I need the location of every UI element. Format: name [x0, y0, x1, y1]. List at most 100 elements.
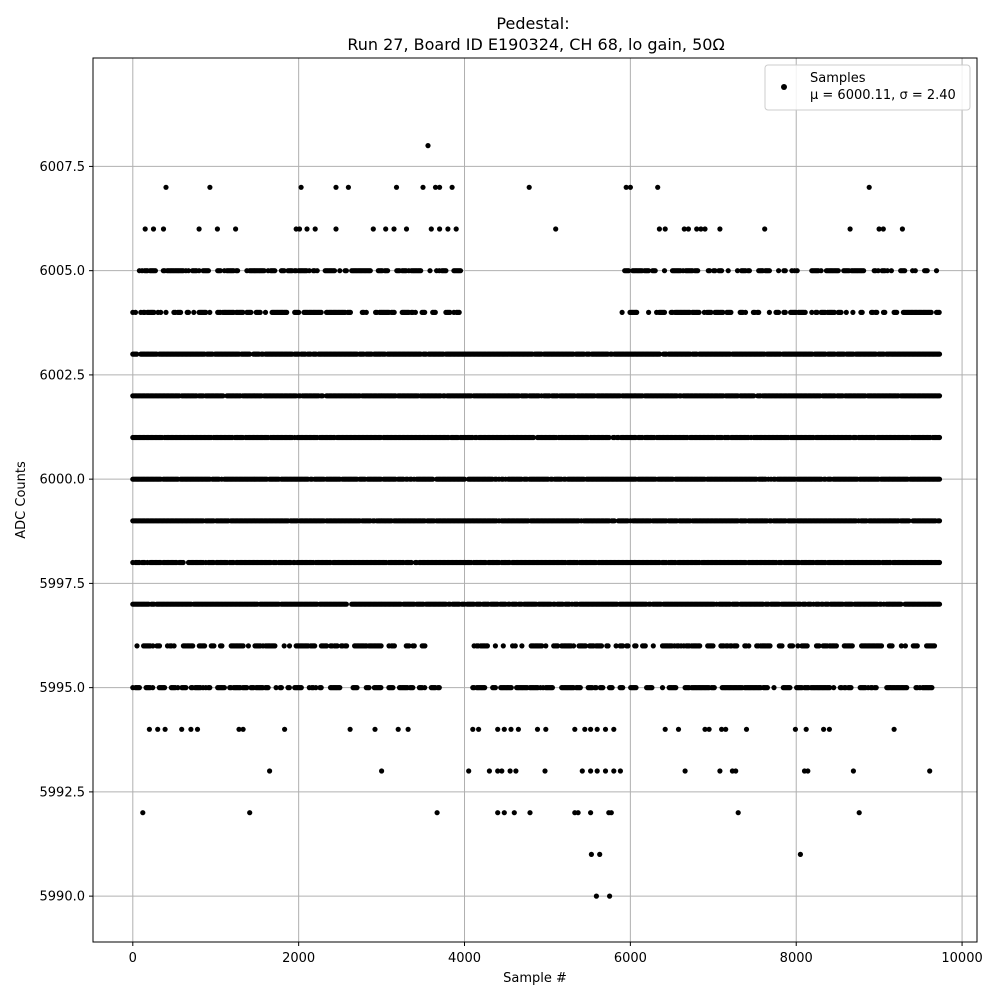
data-point [354, 685, 360, 691]
data-point [756, 309, 762, 315]
data-point [936, 601, 943, 607]
data-point [312, 643, 318, 649]
data-point [183, 685, 189, 691]
data-point [156, 643, 163, 649]
data-point [746, 643, 752, 649]
data-point [296, 309, 302, 315]
data-point [598, 643, 605, 649]
data-point [906, 518, 912, 524]
data-point [936, 559, 943, 566]
data-point [902, 643, 909, 649]
data-point [298, 685, 304, 691]
data-point [436, 685, 442, 691]
data-point [422, 309, 428, 315]
data-point [779, 643, 785, 649]
data-point [577, 685, 583, 691]
data-point [508, 685, 514, 691]
data-point [849, 643, 855, 649]
data-point [652, 268, 658, 274]
data-point [734, 643, 740, 649]
data-point [158, 309, 164, 315]
data-point [202, 643, 208, 649]
data-point [512, 643, 518, 649]
data-point [235, 268, 241, 274]
data-point [367, 268, 373, 274]
data-point [874, 309, 880, 315]
data-point [767, 643, 773, 649]
data-point [931, 643, 938, 649]
data-point [152, 268, 158, 274]
data-point [936, 518, 943, 524]
data-point [833, 643, 840, 649]
data-point [211, 643, 217, 649]
data-point [331, 268, 338, 274]
data-point [898, 601, 904, 607]
data-point [391, 309, 397, 315]
data-point [262, 309, 269, 315]
data-point [696, 309, 702, 315]
data-point [180, 559, 186, 566]
data-point [695, 268, 701, 274]
data-point [933, 268, 940, 274]
data-point [337, 268, 343, 274]
data-point [710, 643, 716, 649]
data-point [411, 643, 417, 649]
data-point [248, 309, 254, 315]
data-point [314, 268, 320, 274]
data-point [191, 309, 197, 315]
data-point [190, 643, 196, 649]
data-point [746, 268, 753, 274]
data-point [633, 643, 639, 649]
data-point [936, 393, 943, 399]
data-point [281, 643, 287, 649]
data-point [443, 268, 449, 274]
data-point [878, 643, 885, 649]
data-point [843, 309, 849, 315]
data-point [484, 643, 490, 649]
data-point [519, 643, 525, 649]
data-point [284, 309, 290, 315]
data-point [936, 309, 942, 315]
data-point [207, 309, 213, 315]
data-point [278, 685, 284, 691]
data-point [378, 685, 384, 691]
data-point [219, 643, 225, 649]
data-point [902, 268, 908, 274]
data-point [611, 518, 618, 524]
data-point [410, 685, 416, 691]
data-point [482, 685, 488, 691]
data-point [418, 268, 424, 274]
data-point [776, 268, 782, 274]
data-point [650, 643, 656, 649]
data-point [347, 309, 353, 315]
data-point [385, 268, 391, 274]
data-point [861, 268, 867, 274]
data-point [882, 309, 888, 315]
data-point [719, 268, 725, 274]
data-point [766, 309, 773, 315]
data-point [171, 643, 177, 649]
data-point [634, 309, 640, 315]
data-point [221, 685, 227, 691]
data-point [240, 643, 246, 649]
data-point [928, 309, 934, 315]
data-point [742, 309, 749, 315]
data-point [163, 309, 169, 315]
data-point [646, 309, 652, 315]
data-point [427, 268, 433, 274]
data-point [422, 643, 428, 649]
data-point [838, 309, 844, 315]
data-point [205, 268, 211, 274]
chart-subtitle: Run 27, Board ID E190324, CH 68, lo gain… [347, 35, 724, 54]
data-point [432, 309, 438, 315]
data-point [571, 643, 577, 649]
chart-title: Pedestal: [496, 14, 569, 33]
data-point [318, 685, 324, 691]
data-point [185, 309, 192, 315]
data-point [456, 309, 462, 315]
data-point [162, 685, 168, 691]
data-point [936, 476, 943, 482]
data-point [625, 643, 631, 649]
